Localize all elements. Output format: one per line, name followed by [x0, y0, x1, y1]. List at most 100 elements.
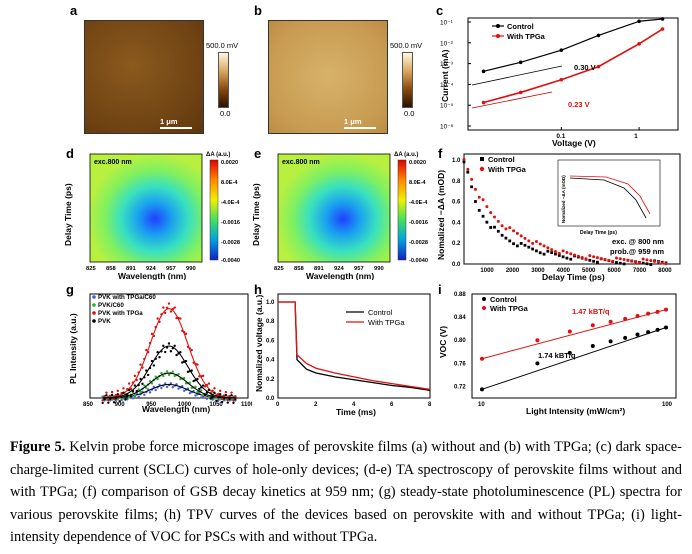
data-point [222, 397, 226, 400]
y-tick-label: 10⁻¹ [440, 20, 454, 27]
y-tick-label: 1.0 [452, 158, 461, 164]
data-point [656, 260, 660, 264]
legend-marker [479, 166, 485, 172]
data-point [576, 254, 580, 258]
data-point [523, 236, 527, 240]
legend-marker [480, 157, 484, 161]
data-point [226, 398, 229, 402]
data-point [519, 242, 523, 245]
data-point [569, 257, 573, 261]
data-point [565, 256, 569, 260]
data-point [141, 382, 144, 386]
data-point [561, 249, 565, 253]
y-axis-label: Nomalized voltage (a.u.) [254, 295, 264, 392]
y-ticks: 0.0 0.2 0.4 0.6 0.8 1.0 [452, 158, 461, 268]
data-point [164, 311, 167, 315]
cbar-tick: 8.0E-4 [221, 180, 238, 186]
data-point [230, 394, 233, 397]
data-point [129, 395, 133, 398]
x-tick-label: 8 [428, 402, 432, 408]
data-point [567, 350, 572, 355]
y-tick-label: 0.72 [454, 384, 466, 390]
data-point [470, 185, 474, 189]
data-point [660, 17, 665, 21]
x-ticks: 0.1 1 [556, 127, 640, 140]
data-point [133, 384, 137, 387]
data-point [105, 394, 108, 397]
x-axis-label: Wavelength (nm) [142, 404, 210, 414]
plot-frame [277, 293, 431, 399]
y-tick-label: 0.4 [266, 358, 275, 364]
panel-label-a: a [70, 3, 78, 18]
data-point [515, 231, 519, 235]
fit-line [471, 65, 563, 86]
legend-tpga: With TPGa [490, 304, 529, 313]
data-point [660, 27, 665, 31]
data-point [152, 364, 156, 367]
data-point [485, 220, 489, 224]
data-point [167, 302, 171, 305]
colorbar [218, 52, 229, 108]
data-point [611, 259, 615, 263]
data-point [485, 205, 489, 209]
panel-label-g: g [66, 282, 74, 297]
cbar-tick: 0.0020 [409, 160, 426, 166]
data-point [124, 398, 127, 401]
data-point [596, 64, 601, 69]
x-tick: 825 [86, 266, 96, 272]
data-point [127, 388, 131, 392]
data-point [116, 393, 120, 396]
x-tick-label: 100 [662, 402, 673, 408]
plot-frame [467, 17, 679, 131]
fit-curve [102, 345, 236, 399]
data-point [496, 229, 500, 233]
legend-control: Control [507, 22, 534, 31]
data-point [512, 242, 515, 246]
data-point [175, 353, 178, 357]
data-point [107, 398, 110, 402]
panel-label-e: e [254, 146, 262, 161]
data-point [154, 375, 157, 378]
data-point [156, 317, 159, 320]
x-tick: 858 [294, 266, 304, 272]
legend-marker [482, 306, 486, 310]
x-tick-label: 3000 [531, 268, 545, 274]
data-point [626, 258, 630, 262]
kpfm-image-control [84, 20, 204, 134]
data-point [182, 376, 186, 380]
chart-e: exc.800 nm ΔA (a.u.) 0.0020 8.0E-4 -4.0E… [251, 152, 428, 280]
annotation-0.30V: 0.30 V [574, 63, 596, 72]
legend-marker [482, 297, 486, 301]
data-point [103, 397, 106, 401]
data-point [118, 396, 121, 399]
data-point [126, 398, 129, 401]
data-point [554, 252, 557, 256]
data-point [230, 391, 233, 394]
data-point [588, 258, 592, 262]
data-point [150, 382, 154, 385]
data-point [224, 390, 228, 394]
x-tick-label: 950 [146, 402, 157, 408]
inset-tpga-curve [569, 175, 651, 215]
data-point [127, 396, 131, 399]
chart-h: 0 2 4 6 8 0.0 0.2 0.4 0.6 0.8 1.0 Control With TPG… [254, 293, 432, 417]
plot-frame [471, 293, 677, 399]
y-axis-label: PL Intensity (a.u.) [68, 313, 78, 384]
data-point [110, 398, 114, 401]
legend-item: PVK with TPGa [98, 310, 143, 317]
panel-label-h: h [254, 282, 262, 297]
data-point [234, 395, 237, 398]
data-point [480, 387, 484, 392]
plot-frame [463, 153, 681, 265]
legend-control: Control [490, 295, 517, 304]
x-tick-label: 5000 [582, 268, 596, 274]
x-tick-label: 0 [276, 402, 280, 408]
caption-text: Kelvin probe force microscope images of … [10, 439, 682, 545]
data-point [112, 398, 116, 401]
cbar-title: ΔA (a.u.) [394, 152, 418, 158]
cbar-tick: 0.0020 [221, 160, 238, 166]
data-point [162, 374, 165, 378]
data-point [531, 247, 535, 251]
data-point [224, 393, 228, 397]
data-point [188, 392, 192, 395]
